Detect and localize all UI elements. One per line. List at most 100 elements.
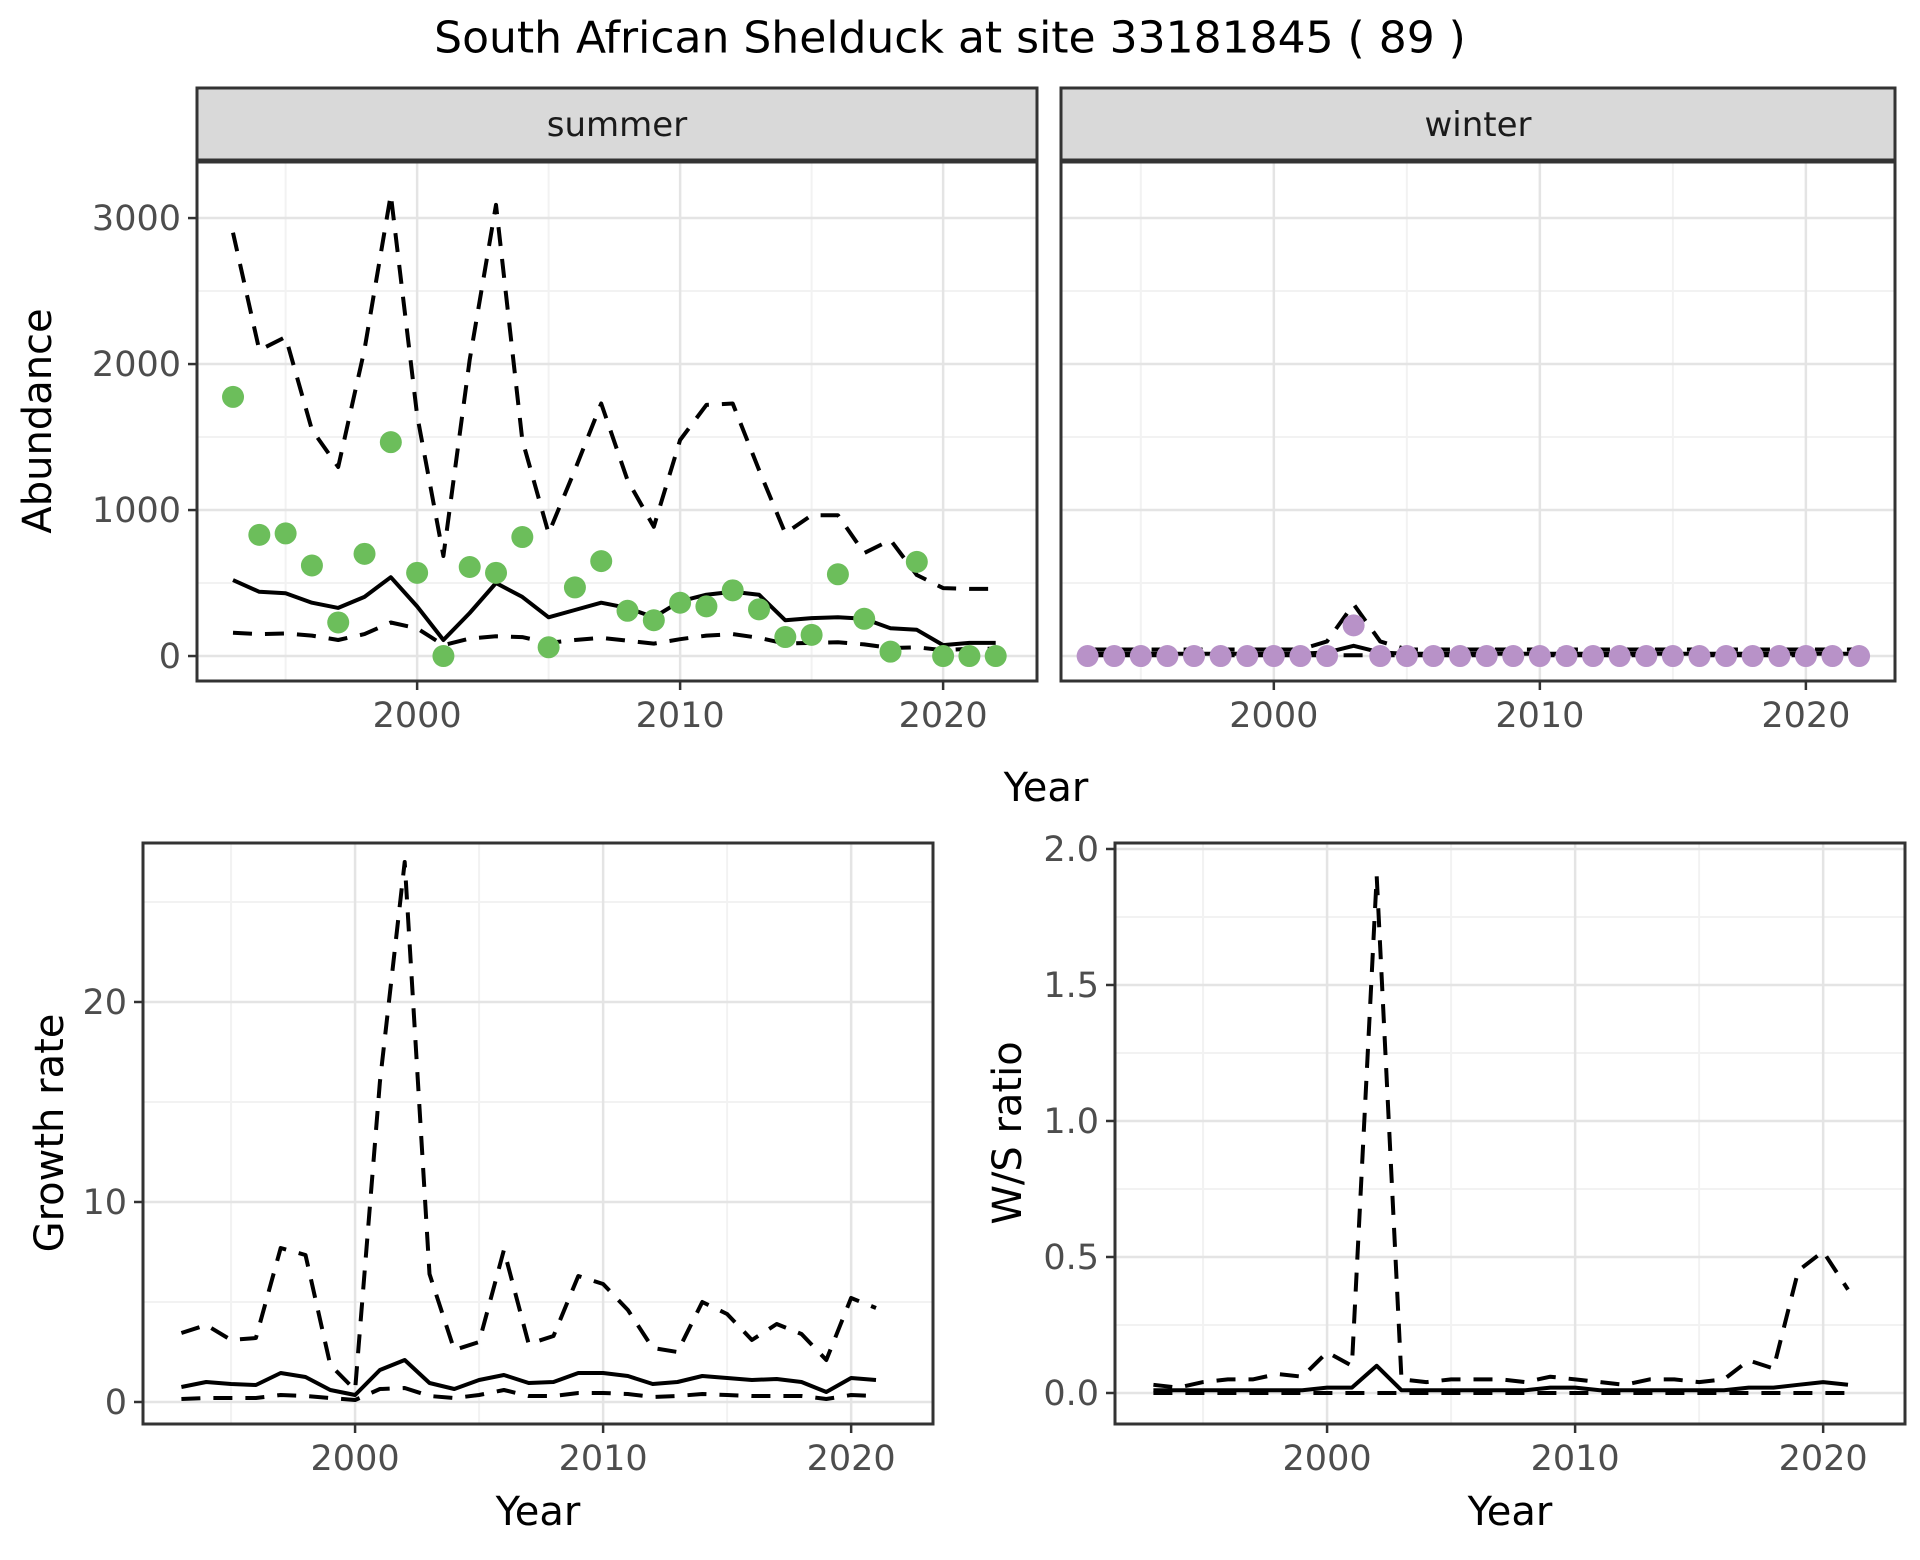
data-point <box>590 550 613 573</box>
y-tick-label: 0 <box>159 637 181 677</box>
data-point <box>248 523 271 546</box>
x-tick-label: 2000 <box>311 1439 400 1479</box>
data-point <box>1262 645 1285 668</box>
data-point <box>642 609 665 632</box>
data-point <box>984 645 1007 668</box>
series-group <box>1153 874 1850 1395</box>
data-point <box>327 611 350 634</box>
data-point <box>1236 645 1259 668</box>
data-point <box>222 385 245 408</box>
gridlines <box>143 843 933 1424</box>
x-axis-title-year-bottom-right: Year <box>1467 1489 1553 1535</box>
data-point <box>1848 645 1871 668</box>
facet-strip <box>195 86 1039 162</box>
data-point <box>1395 645 1418 668</box>
y-tick-label: 1000 <box>92 491 181 531</box>
data-point <box>1661 645 1684 668</box>
data-point <box>1582 645 1605 668</box>
growth-rate-lower-ci-line <box>181 1386 877 1402</box>
y-tick-label: 10 <box>82 1183 127 1223</box>
x-tick-label: 2020 <box>807 1439 896 1479</box>
growth-rate-model-fit-line <box>181 1358 877 1397</box>
x-tick-label: 2010 <box>636 696 725 736</box>
x-tick-label: 2000 <box>1283 1439 1372 1479</box>
data-point <box>379 431 402 454</box>
x-tick-label: 2010 <box>1531 1439 1620 1479</box>
x-tick-label: 2010 <box>1495 696 1584 736</box>
data-point <box>1768 645 1791 668</box>
panel-background <box>197 162 1037 681</box>
ws-ratio-model-fit-line <box>1153 1363 1849 1393</box>
y-tick-label: 0.5 <box>1043 1238 1099 1278</box>
data-point <box>1741 645 1764 668</box>
x-axis-title-year-top: Year <box>1003 765 1089 811</box>
series-group <box>1076 602 1871 668</box>
abundance-summer-upper-ci-line <box>231 192 996 591</box>
data-point <box>1369 645 1392 668</box>
panel-abundance-winter: winter 2000 2010 2020 <box>1059 86 1897 736</box>
y-tick-label: 2000 <box>92 345 181 385</box>
panel-ws-ratio: 2000 2010 2020 0.0 0.5 1.0 1.5 2.0 <box>1043 830 1907 1479</box>
data-point <box>932 645 955 668</box>
y-axis-title-ws-ratio: W/S ratio <box>985 1041 1031 1225</box>
data-point <box>1289 645 1312 668</box>
y-tick-label: 0.0 <box>1043 1374 1099 1414</box>
data-point <box>774 626 797 649</box>
data-point <box>1076 645 1099 668</box>
gridlines <box>1115 843 1905 1424</box>
x-tick-label: 2020 <box>1779 1439 1868 1479</box>
data-point <box>1156 645 1179 668</box>
data-point <box>748 598 771 621</box>
data-point <box>1715 645 1738 668</box>
panel-border <box>141 841 935 1426</box>
panel-growth-rate: 2000 2010 2020 0 10 20 <box>82 841 935 1479</box>
data-point <box>274 522 297 545</box>
data-point <box>511 526 534 549</box>
facet-strip-label: winter <box>1424 105 1531 145</box>
ws-ratio-upper-ci-line <box>1153 874 1850 1390</box>
data-point <box>721 579 744 602</box>
data-point <box>1129 645 1152 668</box>
x-tick-label: 2010 <box>559 1439 648 1479</box>
data-point <box>1316 645 1339 668</box>
y-axis-title-abundance: Abundance <box>15 308 61 534</box>
facet-strip <box>1059 86 1897 162</box>
data-point <box>432 645 455 668</box>
data-point <box>406 561 429 584</box>
y-tick-label: 20 <box>82 983 127 1023</box>
data-point <box>353 542 376 565</box>
data-point <box>1608 645 1631 668</box>
facet-strip-label: summer <box>547 105 687 145</box>
chart-title: South African Shelduck at site 33181845 … <box>434 12 1466 64</box>
data-point <box>905 550 928 573</box>
panel-border <box>195 160 1039 683</box>
abundance-summer-lower-ci-line <box>232 620 996 653</box>
data-point <box>1635 645 1658 668</box>
data-point <box>1821 645 1844 668</box>
panel-background <box>1115 843 1905 1424</box>
data-point <box>1103 645 1126 668</box>
data-point <box>1502 645 1525 668</box>
panel-border <box>1113 841 1907 1426</box>
data-point <box>800 623 823 646</box>
data-point <box>1688 645 1711 668</box>
data-point <box>537 636 560 659</box>
series-group <box>180 860 877 1402</box>
panel-border <box>1059 160 1897 683</box>
abundance-summer-observed-points <box>222 385 1007 668</box>
data-point <box>1475 645 1498 668</box>
panel-background <box>143 843 933 1424</box>
panel-abundance-summer: summer 2000 2010 2020 0 1000 2000 3000 <box>92 86 1039 736</box>
panel-background <box>1061 162 1895 681</box>
data-point <box>458 555 481 578</box>
data-point <box>958 645 981 668</box>
y-tick-label: 3000 <box>92 199 181 239</box>
data-point <box>1422 645 1445 668</box>
series-group <box>222 192 1007 668</box>
y-tick-label: 2.0 <box>1043 830 1099 870</box>
x-tick-label: 2000 <box>373 696 462 736</box>
y-axis-title-growth-rate: Growth rate <box>27 1013 73 1253</box>
data-point <box>1794 645 1817 668</box>
data-point <box>485 561 508 584</box>
